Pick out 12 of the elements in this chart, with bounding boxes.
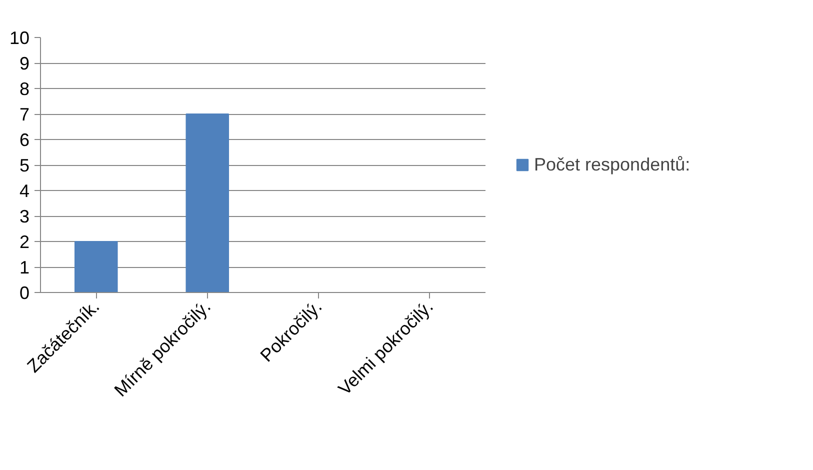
- y-tick-label: 4: [19, 181, 30, 201]
- y-tick-label: 5: [19, 156, 30, 176]
- y-tick-label: 1: [19, 258, 30, 278]
- y-tick-label: 8: [19, 79, 30, 99]
- y-tick-label: 7: [19, 104, 30, 124]
- y-tick-label: 2: [19, 232, 30, 252]
- y-tick-label: 3: [19, 206, 30, 226]
- y-tick-label: 10: [9, 28, 30, 48]
- y-tick-label: 6: [19, 130, 30, 150]
- y-tick-label: 0: [19, 283, 30, 303]
- y-tick-label: 9: [19, 54, 30, 74]
- legend-label: Počet respondentů:: [534, 154, 690, 175]
